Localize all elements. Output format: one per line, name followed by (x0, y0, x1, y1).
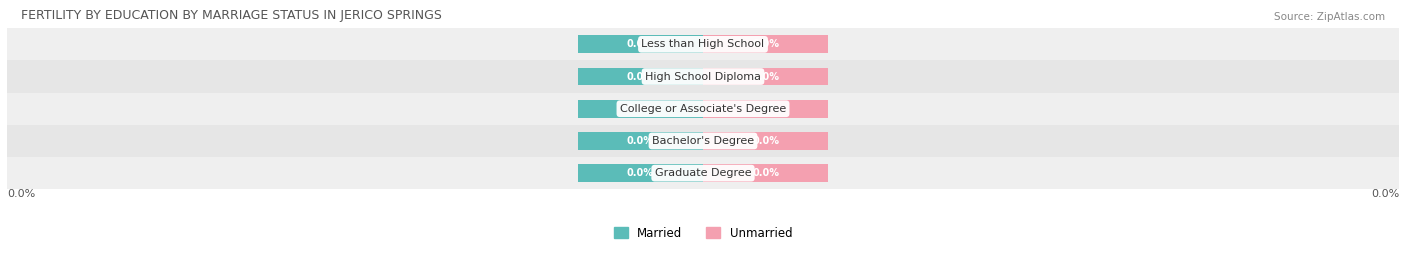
Bar (703, 132, 828, 150)
Bar (7, 93, 1399, 125)
Bar (578, 100, 703, 118)
Text: 0.0%: 0.0% (752, 104, 779, 114)
Text: Bachelor's Degree: Bachelor's Degree (652, 136, 754, 146)
Bar (7, 61, 1399, 93)
Text: Source: ZipAtlas.com: Source: ZipAtlas.com (1274, 12, 1385, 22)
Text: College or Associate's Degree: College or Associate's Degree (620, 104, 786, 114)
Text: 0.0%: 0.0% (627, 39, 654, 49)
Bar (7, 28, 1399, 61)
Text: 0.0%: 0.0% (752, 39, 779, 49)
Bar (703, 68, 828, 85)
Text: 0.0%: 0.0% (627, 168, 654, 178)
Bar (7, 125, 1399, 157)
Bar (703, 164, 828, 182)
Text: Less than High School: Less than High School (641, 39, 765, 49)
Text: 0.0%: 0.0% (752, 72, 779, 82)
Bar (7, 157, 1399, 189)
Legend: Married, Unmarried: Married, Unmarried (609, 222, 797, 245)
Text: High School Diploma: High School Diploma (645, 72, 761, 82)
Bar (703, 100, 828, 118)
Bar (578, 36, 703, 53)
Text: FERTILITY BY EDUCATION BY MARRIAGE STATUS IN JERICO SPRINGS: FERTILITY BY EDUCATION BY MARRIAGE STATU… (21, 9, 441, 22)
Text: 0.0%: 0.0% (752, 136, 779, 146)
Bar (703, 36, 828, 53)
Bar (578, 68, 703, 85)
Text: 0.0%: 0.0% (627, 104, 654, 114)
Text: 0.0%: 0.0% (627, 72, 654, 82)
Bar (578, 164, 703, 182)
Text: Graduate Degree: Graduate Degree (655, 168, 751, 178)
Text: 0.0%: 0.0% (1371, 189, 1399, 199)
Text: 0.0%: 0.0% (627, 136, 654, 146)
Text: 0.0%: 0.0% (752, 168, 779, 178)
Bar (578, 132, 703, 150)
Text: 0.0%: 0.0% (7, 189, 35, 199)
